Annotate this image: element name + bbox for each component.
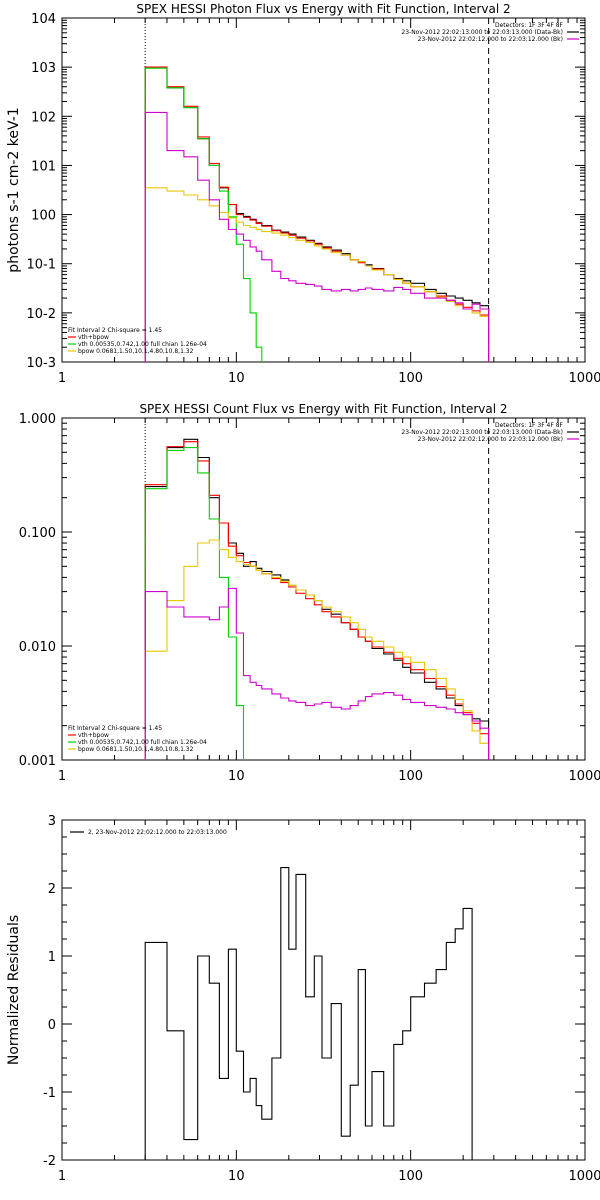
y-tick-label: 0.010	[19, 640, 56, 655]
x-tick-label: 1	[58, 1169, 66, 1184]
series-vth	[144, 67, 263, 362]
plot-frame	[61, 17, 586, 363]
series-group	[144, 66, 490, 362]
y-tick-label: 10-3	[26, 356, 56, 371]
legend-top-right-text: 23-Nov-2012 22:02:12.000 to 22:03:12.000…	[418, 436, 563, 443]
y-tick-label: 10-1	[26, 258, 56, 273]
plot-frame	[61, 819, 586, 1161]
y-tick-label: 0.001	[19, 754, 56, 769]
x-tick-label: 1000	[568, 769, 600, 784]
legend-top-right-text: 23-Nov-2012 22:02:13.000 to 22:03:13.000…	[401, 29, 563, 36]
y-tick-label: 3	[48, 814, 56, 829]
legend-bottom-left-text: Fit Interval 2 Chi-square = 1.45	[68, 725, 162, 732]
y-tick-label: -2	[43, 1154, 56, 1169]
legend-bottom-left-text: Fit Interval 2 Chi-square = 1.45	[68, 327, 162, 334]
legend-bottom-left-text: vth 0.00535,0.742,1.00 full chian 1.26e-…	[78, 341, 207, 348]
y-tick-label: 104	[31, 12, 56, 27]
x-tick-label: 1	[58, 769, 66, 784]
y-tick-label: 100	[31, 209, 56, 224]
legend-bottom-left-text: vth+bpow	[78, 732, 109, 739]
x-tick-label: 100	[398, 371, 423, 386]
series-bpow	[144, 187, 490, 362]
legend-top-right-text: 23-Nov-2012 22:02:13.000 to 22:03:13.000…	[401, 429, 563, 436]
series-bpow	[144, 539, 490, 760]
chart-title: SPEX HESSI Count Flux vs Energy with Fit…	[139, 402, 507, 416]
x-tick-label: 100	[398, 1169, 423, 1184]
chart-title: SPEX HESSI Photon Flux vs Energy with Fi…	[136, 2, 510, 16]
x-tick-label: 1	[58, 371, 66, 386]
x-tick-label: 10	[228, 1169, 245, 1184]
plot-frame	[61, 417, 586, 761]
legend-bottom-left-text: bpow 0.0681,1.50,10.1,4.80,10.8,1.32	[78, 746, 194, 753]
series-vth-bpow	[144, 66, 490, 362]
series-group	[144, 867, 489, 1160]
y-tick-label: 1.000	[19, 412, 56, 427]
x-tick-label: 1000	[568, 1169, 600, 1184]
series-bk	[144, 111, 490, 362]
y-tick-label: 1	[48, 950, 56, 965]
legend-bottom-left-text: bpow 0.0681,1.50,10.1,4.80,10.8,1.32	[78, 348, 194, 355]
series-2-23-nov-2012-22-02-12-000-to-22-03-13-000	[144, 867, 489, 1160]
x-tick-label: 100	[398, 769, 423, 784]
y-tick-label: 0	[48, 1018, 56, 1033]
y-tick-label: 101	[31, 159, 56, 174]
y-axis-label: photons s-1 cm-2 keV-1	[6, 107, 22, 272]
y-tick-label: 0.100	[19, 526, 56, 541]
y-tick-label: -1	[43, 1086, 56, 1101]
y-tick-label: 102	[31, 110, 56, 125]
y-tick-label: 103	[31, 61, 56, 76]
y-tick-label: 10-2	[26, 307, 56, 322]
x-tick-label: 10	[228, 371, 245, 386]
panel-1: SPEX HESSI Photon Flux vs Energy with Fi…	[6, 2, 600, 386]
legend-top-left-text: 2, 23-Nov-2012 22:02:12.000 to 22:03:13.…	[88, 829, 227, 836]
x-tick-label: 1000	[568, 371, 600, 386]
legend-bottom-left-text: vth 0.00535,0.742,1.00 full chian 1.26e-…	[78, 739, 207, 746]
series-vth	[144, 447, 245, 760]
legend-bottom-left-text: vth+bpow	[78, 334, 109, 341]
series-vth-bpow	[144, 441, 490, 760]
legend-top-right-text: Detectors: 1F 3F 4F 8F	[495, 22, 564, 29]
y-axis-label: Normalized Residuals	[6, 915, 22, 1065]
panel-2: SPEX HESSI Count Flux vs Energy with Fit…	[19, 402, 600, 784]
y-tick-label: 2	[48, 882, 56, 897]
series-bk	[144, 587, 490, 760]
x-tick-label: 10	[228, 769, 245, 784]
legend-top-right-text: Detectors: 1F 3F 4F 8F	[495, 422, 564, 429]
panel-3: 1 10 100 1000 -2 -1 0 1 2 3 Normalized Residuals 2,…	[6, 814, 600, 1184]
series-group	[144, 438, 490, 760]
series-data-bk	[144, 66, 490, 362]
legend-top-right-text: 23-Nov-2012 22:02:12.000 to 22:03:12.000…	[418, 36, 563, 43]
